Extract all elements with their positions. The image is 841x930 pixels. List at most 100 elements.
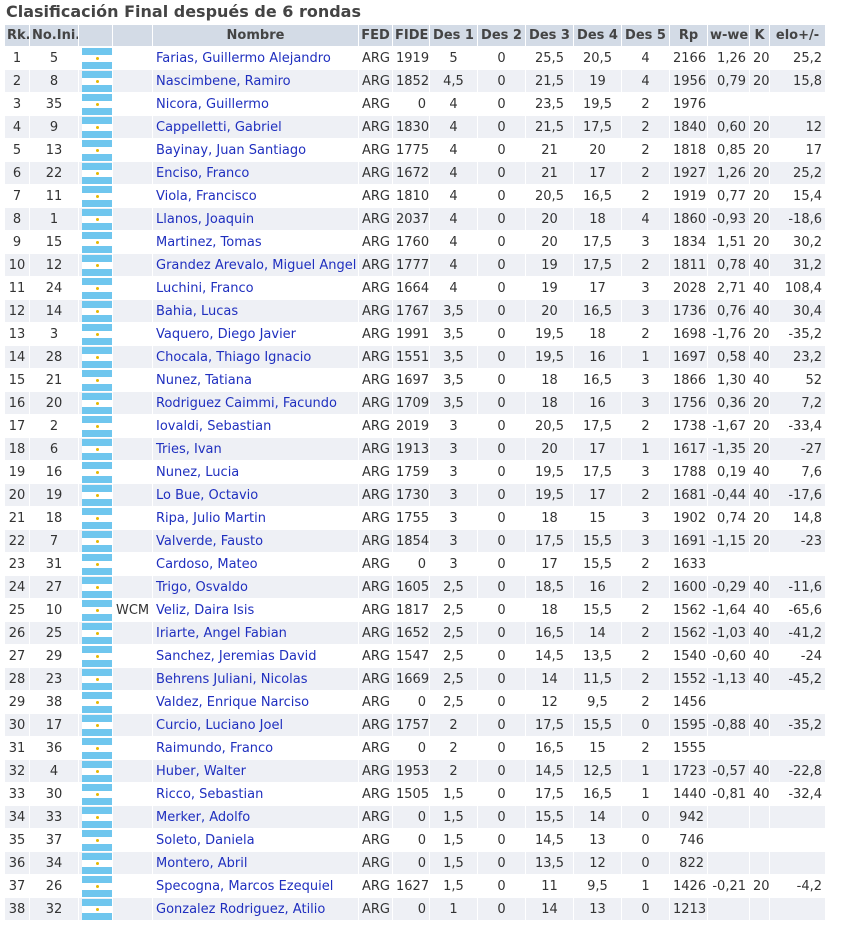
player-name-link[interactable]: Ricco, Sebastian (153, 783, 358, 805)
table-row: 32 4 Huber, Walter ARG 1953 2 0 14,5 12,5 1 1723 -0… (5, 760, 825, 782)
player-name-link[interactable]: Martinez, Tomas (153, 231, 358, 253)
k-cell: 20 (750, 116, 769, 138)
des5-cell: 2 (622, 737, 669, 759)
des1-cell: 3,5 (430, 346, 477, 368)
header-des4: Des 4 (574, 25, 621, 46)
player-name-link[interactable]: Grandez Arevalo, Miguel Angel (153, 254, 358, 276)
start-no-cell: 1 (30, 208, 78, 230)
player-name-link[interactable]: Trigo, Osvaldo (153, 576, 358, 598)
table-row: 37 26 Specogna, Marcos Ezequiel ARG 1627 1,5 0… (5, 875, 825, 897)
player-name-link[interactable]: Llanos, Joaquin (153, 208, 358, 230)
player-name-link[interactable]: Sanchez, Jeremias David (153, 645, 358, 667)
elo-change-cell: -17,6 (770, 484, 825, 506)
fed-cell: ARG (359, 116, 392, 138)
table-row: 33 30 Ricco, Sebastian ARG 1505 1,5 0 17,5 16,5 1… (5, 783, 825, 805)
player-name-link[interactable]: Nascimbene, Ramiro (153, 70, 358, 92)
player-name-link[interactable]: Viola, Francisco (153, 185, 358, 207)
player-name-link[interactable]: Behrens Juliani, Nicolas (153, 668, 358, 690)
player-name-link[interactable]: Luchini, Franco (153, 277, 358, 299)
w-we-cell: -0,88 (708, 714, 749, 736)
argentina-flag-icon (82, 116, 112, 138)
des1-cell: 3,5 (430, 392, 477, 414)
des5-cell: 3 (622, 369, 669, 391)
player-name-link[interactable]: Nunez, Lucia (153, 461, 358, 483)
des4-cell: 17 (574, 484, 621, 506)
des5-cell: 0 (622, 829, 669, 851)
title-cell (113, 668, 152, 690)
elo-change-cell (770, 691, 825, 713)
des3-cell: 14,5 (526, 645, 573, 667)
player-name-link[interactable]: Curcio, Luciano Joel (153, 714, 358, 736)
k-cell: 40 (750, 599, 769, 621)
start-no-cell: 16 (30, 461, 78, 483)
player-name-link[interactable]: Specogna, Marcos Ezequiel (153, 875, 358, 897)
des1-cell: 2,5 (430, 691, 477, 713)
rank-cell: 38 (5, 898, 29, 920)
title-cell (113, 622, 152, 644)
player-name-link[interactable]: Chocala, Thiago Ignacio (153, 346, 358, 368)
flag-cell (79, 691, 112, 713)
player-name-link[interactable]: Ripa, Julio Martin (153, 507, 358, 529)
des4-cell: 16 (574, 346, 621, 368)
player-name-link[interactable]: Raimundo, Franco (153, 737, 358, 759)
table-row: 11 24 Luchini, Franco ARG 1664 4 0 19 17 3 2028 2,7… (5, 277, 825, 299)
player-name-link[interactable]: Merker, Adolfo (153, 806, 358, 828)
start-no-cell: 35 (30, 93, 78, 115)
table-row: 15 21 Nunez, Tatiana ARG 1697 3,5 0 18 16,5 3 1866… (5, 369, 825, 391)
player-name-link[interactable]: Rodriguez Caimmi, Facundo (153, 392, 358, 414)
rank-cell: 32 (5, 760, 29, 782)
player-name-link[interactable]: Veliz, Daira Isis (153, 599, 358, 621)
des4-cell: 18 (574, 323, 621, 345)
player-name-link[interactable]: Montero, Abril (153, 852, 358, 874)
des1-cell: 3 (430, 438, 477, 460)
title-cell (113, 277, 152, 299)
des3-cell: 18 (526, 369, 573, 391)
player-name-link[interactable]: Gonzalez Rodriguez, Atilio (153, 898, 358, 920)
player-name-link[interactable]: Tries, Ivan (153, 438, 358, 460)
player-name-link[interactable]: Iovaldi, Sebastian (153, 415, 358, 437)
standings-table: Rk. No.Ini. Nombre FED FIDE Des 1 Des 2 Des 3 De… (4, 24, 826, 921)
flag-cell (79, 806, 112, 828)
des1-cell: 2,5 (430, 599, 477, 621)
fide-rating-cell: 2019 (393, 415, 429, 437)
header-w-we: w-we (708, 25, 749, 46)
player-name-link[interactable]: Huber, Walter (153, 760, 358, 782)
flag-cell (79, 461, 112, 483)
player-name-link[interactable]: Nicora, Guillermo (153, 93, 358, 115)
player-name-link[interactable]: Cardoso, Mateo (153, 553, 358, 575)
player-name-link[interactable]: Valverde, Fausto (153, 530, 358, 552)
flag-cell (79, 852, 112, 874)
player-name-link[interactable]: Valdez, Enrique Narciso (153, 691, 358, 713)
argentina-flag-icon (82, 553, 112, 575)
des5-cell: 0 (622, 806, 669, 828)
fide-rating-cell: 0 (393, 806, 429, 828)
player-name-link[interactable]: Soleto, Daniela (153, 829, 358, 851)
des5-cell: 3 (622, 530, 669, 552)
fide-rating-cell: 1767 (393, 300, 429, 322)
flag-cell (79, 760, 112, 782)
player-name-link[interactable]: Bayinay, Juan Santiago (153, 139, 358, 161)
player-name-link[interactable]: Vaquero, Diego Javier (153, 323, 358, 345)
rank-cell: 7 (5, 185, 29, 207)
player-name-link[interactable]: Lo Bue, Octavio (153, 484, 358, 506)
rp-cell: 1600 (670, 576, 707, 598)
des4-cell: 17,5 (574, 231, 621, 253)
player-name-link[interactable]: Nunez, Tatiana (153, 369, 358, 391)
des5-cell: 3 (622, 300, 669, 322)
rp-cell: 2166 (670, 47, 707, 69)
player-name-link[interactable]: Iriarte, Angel Fabian (153, 622, 358, 644)
flag-cell (79, 300, 112, 322)
player-name-link[interactable]: Bahia, Lucas (153, 300, 358, 322)
title-cell (113, 139, 152, 161)
rank-cell: 18 (5, 438, 29, 460)
elo-change-cell: 30,2 (770, 231, 825, 253)
des3-cell: 19,5 (526, 461, 573, 483)
des2-cell: 0 (478, 139, 525, 161)
player-name-link[interactable]: Farias, Guillermo Alejandro (153, 47, 358, 69)
w-we-cell: 0,58 (708, 346, 749, 368)
des4-cell: 16,5 (574, 185, 621, 207)
player-name-link[interactable]: Cappelletti, Gabriel (153, 116, 358, 138)
rank-cell: 29 (5, 691, 29, 713)
player-name-link[interactable]: Enciso, Franco (153, 162, 358, 184)
elo-change-cell: 108,4 (770, 277, 825, 299)
